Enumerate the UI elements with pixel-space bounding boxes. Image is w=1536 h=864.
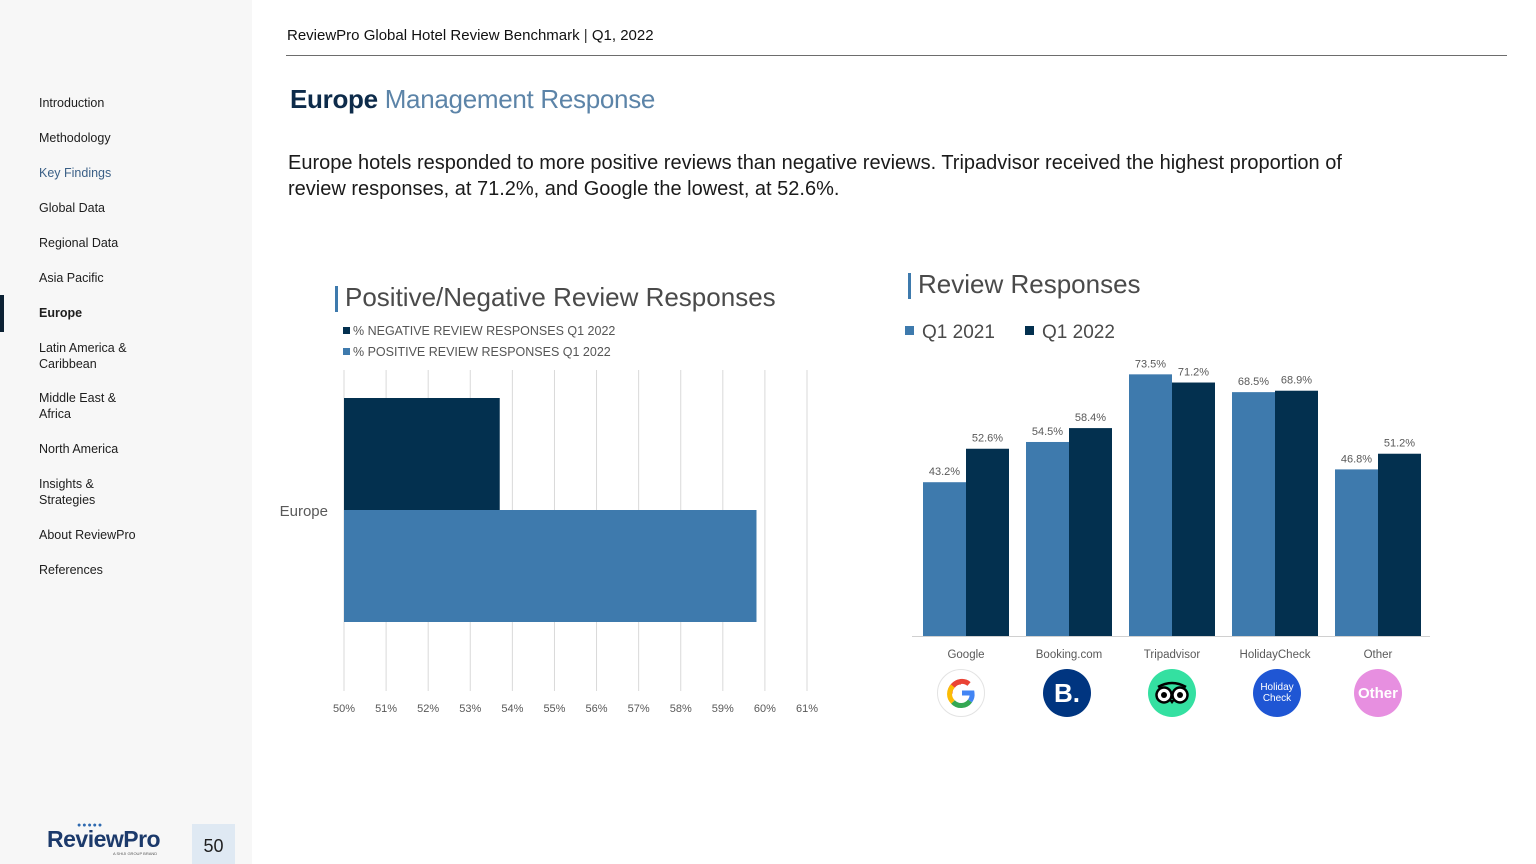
data-label: 68.5% xyxy=(1238,376,1269,388)
y-category-label: Europe xyxy=(280,503,328,520)
google-logo-icon xyxy=(937,669,985,717)
logo-dots-icon: ●●●●● xyxy=(77,822,104,829)
x-category-label: Booking.com xyxy=(1036,649,1102,661)
legend-label-q1-2021: Q1 2021 xyxy=(922,322,995,343)
sidebar-item-methodology[interactable]: Methodology xyxy=(39,131,111,145)
bar-q1-2021 xyxy=(1232,392,1275,636)
bar-negative xyxy=(344,398,500,510)
sidebar-nav: Introduction Methodology Key Findings Gl… xyxy=(0,95,252,578)
legend-q1-2021: Q1 2021 xyxy=(905,322,995,344)
sidebar-item-references[interactable]: References xyxy=(39,563,103,577)
page-title: Europe Management Response xyxy=(290,84,655,115)
booking-logo-icon: B. xyxy=(1043,669,1091,717)
sidebar-item-europe[interactable]: Europe xyxy=(0,295,252,332)
sidebar-item-global-data[interactable]: Global Data xyxy=(39,201,106,215)
data-label: 71.2% xyxy=(1178,367,1209,379)
sidebar-item-asia-pacific[interactable]: Asia Pacific xyxy=(39,271,104,285)
data-label: 52.6% xyxy=(972,433,1003,445)
sidebar-item-about-reviewpro[interactable]: About ReviewPro xyxy=(39,528,136,542)
header-separator: | xyxy=(579,27,592,44)
legend-q1-2022: Q1 2022 xyxy=(1025,322,1115,344)
x-tick-label: 61% xyxy=(796,703,818,715)
bar-q1-2021 xyxy=(923,482,966,636)
legend-swatch-q1-2022 xyxy=(1025,326,1034,335)
title-region: Europe xyxy=(290,84,378,114)
x-tick-label: 55% xyxy=(543,703,565,715)
sidebar-item-introduction[interactable]: Introduction xyxy=(39,96,105,110)
bar-q1-2021 xyxy=(1129,374,1172,636)
bar-q1-2021 xyxy=(1026,441,1069,636)
x-tick-label: 58% xyxy=(670,703,692,715)
title-topic: Management Response xyxy=(384,84,656,114)
data-label: 58.4% xyxy=(1075,412,1106,424)
data-label: 73.5% xyxy=(1135,358,1166,370)
data-label: 54.5% xyxy=(1032,426,1063,438)
sidebar-item-regional-data[interactable]: Regional Data xyxy=(39,236,119,250)
x-tick-label: 52% xyxy=(417,703,439,715)
chart-title-review-responses: Review Responses xyxy=(908,269,1141,300)
bar-q1-2022 xyxy=(1069,428,1112,636)
legend-swatch-positive xyxy=(343,348,350,355)
legend-label-positive: % POSITIVE REVIEW RESPONSES Q1 2022 xyxy=(353,345,611,359)
x-tick-label: 54% xyxy=(501,703,523,715)
google-g-icon xyxy=(947,678,975,709)
tripadvisor-owl-icon xyxy=(1155,681,1189,704)
x-tick-label: 59% xyxy=(712,703,734,715)
sidebar: Introduction Methodology Key Findings Gl… xyxy=(0,0,252,864)
legend-positive: % POSITIVE REVIEW RESPONSES Q1 2022 xyxy=(343,345,611,359)
x-tick-label: 51% xyxy=(375,703,397,715)
data-label: 43.2% xyxy=(929,466,960,478)
x-tick-label: 57% xyxy=(628,703,650,715)
holidaycheck-logo-icon: Holiday Check xyxy=(1253,669,1301,717)
legend-swatch-q1-2021 xyxy=(905,326,914,335)
bar-q1-2022 xyxy=(966,448,1009,636)
sidebar-item-insights-strategies[interactable]: Insights & Strategies xyxy=(39,477,96,507)
other-logo-icon: Other xyxy=(1354,669,1402,717)
x-tick-label: 50% xyxy=(333,703,355,715)
sidebar-item-north-america[interactable]: North America xyxy=(39,442,119,456)
sidebar-item-middle-east-africa[interactable]: Middle East & Africa xyxy=(39,391,117,421)
x-tick-label: 60% xyxy=(754,703,776,715)
bar-positive xyxy=(344,510,757,622)
x-category-label: Tripadvisor xyxy=(1144,649,1201,661)
tripadvisor-logo-icon xyxy=(1148,669,1196,717)
legend-negative: % NEGATIVE REVIEW RESPONSES Q1 2022 xyxy=(343,324,615,338)
bar-q1-2022 xyxy=(1172,382,1215,636)
data-label: 68.9% xyxy=(1281,375,1312,387)
legend-swatch-negative xyxy=(343,327,350,334)
report-period: Q1, 2022 xyxy=(591,27,654,44)
x-category-label: Other xyxy=(1364,649,1393,661)
page-number: 50 xyxy=(192,824,235,864)
bar-q1-2022 xyxy=(1378,453,1421,636)
bar-q1-2021 xyxy=(1335,469,1378,636)
report-header: ReviewPro Global Hotel Review Benchmark … xyxy=(287,27,654,44)
review-responses-chart: 43.2% 52.6% Google 54.5% 58.4% Booking.com 73.… xyxy=(912,358,1430,661)
x-category-label: HolidayCheck xyxy=(1240,649,1311,661)
sidebar-item-key-findings[interactable]: Key Findings xyxy=(39,166,112,180)
data-label: 46.8% xyxy=(1341,453,1372,465)
logo-text: ReviewPro xyxy=(47,826,161,852)
intro-paragraph: Europe hotels responded to more positive… xyxy=(288,152,1342,200)
logo-subtitle: A SHIJI GROUP BRAND xyxy=(113,851,158,856)
x-tick-label: 56% xyxy=(586,703,608,715)
positive-negative-chart: 50% 51% 52% 53% 54% 55% 56% 57% 58% 59% 60% 61% Euro… xyxy=(280,370,818,715)
sidebar-item-latin-america[interactable]: Latin America & Caribbean xyxy=(39,341,127,371)
legend-label-negative: % NEGATIVE REVIEW RESPONSES Q1 2022 xyxy=(353,324,616,338)
chart-title-positive-negative: Positive/Negative Review Responses xyxy=(335,282,776,313)
legend-label-q1-2022: Q1 2022 xyxy=(1042,322,1115,343)
reviewpro-logo[interactable]: ●●●●● ReviewPro A SHIJI GROUP BRAND xyxy=(47,822,167,858)
bar-q1-2022 xyxy=(1275,390,1318,636)
x-tick-label: 53% xyxy=(459,703,481,715)
data-label: 51.2% xyxy=(1384,438,1415,450)
x-category-label: Google xyxy=(947,649,984,661)
report-name: ReviewPro Global Hotel Review Benchmark xyxy=(287,27,580,44)
header-divider xyxy=(286,55,1507,56)
